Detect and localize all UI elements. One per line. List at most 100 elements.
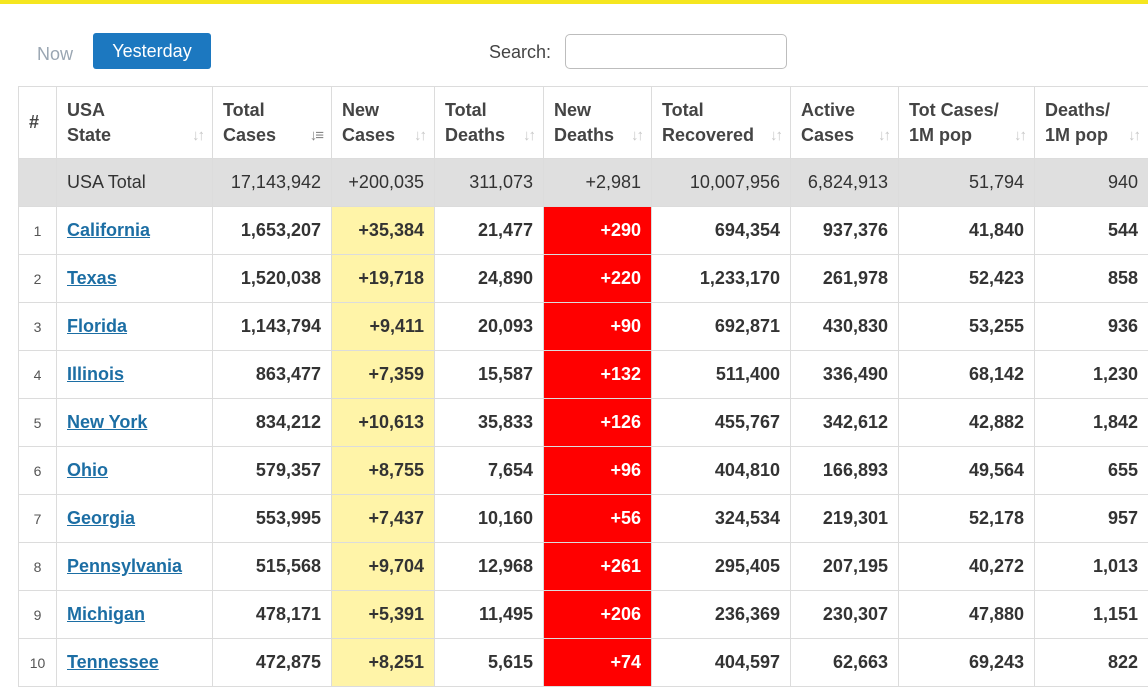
deaths-per-1m-cell: 957 <box>1034 494 1148 543</box>
sort-icon[interactable]: ↓↑ <box>878 127 891 144</box>
deaths-per-1m-cell: 655 <box>1034 446 1148 495</box>
deaths-per-1m-cell: 858 <box>1034 254 1148 303</box>
states-table: # USA State ↓↑ Total Cases ↓≡ New Cases ↓↑ Total De… <box>18 86 1148 687</box>
tab-now[interactable]: Now <box>36 44 73 64</box>
state-link[interactable]: Texas <box>67 268 117 288</box>
rank-cell: 6 <box>18 446 57 495</box>
column-header-label: 1M pop <box>1045 124 1108 145</box>
state-link[interactable]: Tennessee <box>67 652 159 672</box>
state-link[interactable]: Pennsylvania <box>67 556 183 576</box>
new-deaths-cell: +126 <box>543 398 652 447</box>
active-cases-cell: 219,301 <box>790 494 899 543</box>
new-deaths-cell: +90 <box>543 302 652 351</box>
cases-per-1m-cell: 53,255 <box>898 302 1035 351</box>
total-cases-cell: 472,875 <box>212 638 332 687</box>
rank-cell: 1 <box>18 206 57 255</box>
total-deaths-per-1m-cell: 940 <box>1034 158 1148 207</box>
search-input[interactable] <box>565 34 787 69</box>
total-recovered-cell: 1,233,170 <box>651 254 791 303</box>
column-header-label: Cases <box>801 124 855 145</box>
state-link[interactable]: California <box>67 220 151 240</box>
usa-total-row: USA Total 17,143,942 +200,035 311,073 +2… <box>18 158 1148 207</box>
header-row: # USA State ↓↑ Total Cases ↓≡ New Cases ↓↑ Total De… <box>18 86 1148 159</box>
column-header[interactable]: Total Cases ↓≡ <box>212 86 332 159</box>
column-header[interactable]: New Cases ↓↑ <box>331 86 435 159</box>
state-cell: Ohio <box>56 446 213 495</box>
table-row: 8 Pennsylvania 515,568 +9,704 12,968 +261 295,… <box>18 542 1148 591</box>
total-deaths-cell: 7,654 <box>434 446 544 495</box>
rank-cell: 3 <box>18 302 57 351</box>
sort-icon[interactable]: ↓↑ <box>1128 127 1141 144</box>
deaths-per-1m-cell: 1,151 <box>1034 590 1148 639</box>
sort-icon[interactable]: ↓↑ <box>523 127 536 144</box>
total-recovered-cell: 324,534 <box>651 494 791 543</box>
cases-per-1m-cell: 47,880 <box>898 590 1035 639</box>
total-deaths-cell: 35,833 <box>434 398 544 447</box>
new-deaths-cell: +74 <box>543 638 652 687</box>
active-cases-cell: 166,893 <box>790 446 899 495</box>
column-header[interactable]: Total Deaths ↓↑ <box>434 86 544 159</box>
total-total-deaths-cell: 311,073 <box>434 158 544 207</box>
column-header[interactable]: Total Recovered ↓↑ <box>651 86 791 159</box>
sort-icon[interactable]: ↓↑ <box>631 127 644 144</box>
table-row: 3 Florida 1,143,794 +9,411 20,093 +90 692,871 4… <box>18 302 1148 351</box>
total-recovered-cell: 455,767 <box>651 398 791 447</box>
column-header-label: # <box>29 112 40 132</box>
sort-desc-icon[interactable]: ↓≡ <box>309 127 324 144</box>
column-header[interactable]: Active Cases ↓↑ <box>790 86 899 159</box>
cases-per-1m-cell: 42,882 <box>898 398 1035 447</box>
new-cases-cell: +9,411 <box>331 302 435 351</box>
state-link[interactable]: New York <box>67 412 148 432</box>
rank-cell: 4 <box>18 350 57 399</box>
total-deaths-cell: 20,093 <box>434 302 544 351</box>
total-cases-cell: 553,995 <box>212 494 332 543</box>
state-cell: Pennsylvania <box>56 542 213 591</box>
sort-icon[interactable]: ↓↑ <box>414 127 427 144</box>
total-deaths-cell: 12,968 <box>434 542 544 591</box>
total-total-recovered-cell: 10,007,956 <box>651 158 791 207</box>
state-cell: Tennessee <box>56 638 213 687</box>
new-deaths-cell: +261 <box>543 542 652 591</box>
new-cases-cell: +5,391 <box>331 590 435 639</box>
deaths-per-1m-cell: 1,842 <box>1034 398 1148 447</box>
table-row: 2 Texas 1,520,038 +19,718 24,890 +220 1,233,17… <box>18 254 1148 303</box>
state-link[interactable]: Florida <box>67 316 128 336</box>
state-link[interactable]: Illinois <box>67 364 125 384</box>
total-new-deaths-cell: +2,981 <box>543 158 652 207</box>
column-header[interactable]: # <box>18 86 57 159</box>
state-link[interactable]: Michigan <box>67 604 146 624</box>
total-recovered-cell: 236,369 <box>651 590 791 639</box>
column-header-label: State <box>67 124 112 145</box>
state-link[interactable]: Ohio <box>67 460 108 480</box>
column-header[interactable]: USA State ↓↑ <box>56 86 213 159</box>
column-header[interactable]: Tot Cases/1M pop ↓↑ <box>898 86 1035 159</box>
sort-icon[interactable]: ↓↑ <box>770 127 783 144</box>
column-header[interactable]: New Deaths ↓↑ <box>543 86 652 159</box>
state-cell: New York <box>56 398 213 447</box>
deaths-per-1m-cell: 544 <box>1034 206 1148 255</box>
sort-icon[interactable]: ↓↑ <box>192 127 205 144</box>
state-cell: Michigan <box>56 590 213 639</box>
total-name-cell: USA Total <box>56 158 213 207</box>
toolbar: Now Yesterday Search: <box>0 4 1148 86</box>
total-deaths-cell: 10,160 <box>434 494 544 543</box>
column-header[interactable]: Deaths/1M pop ↓↑ <box>1034 86 1148 159</box>
total-deaths-cell: 15,587 <box>434 350 544 399</box>
column-header-label: Cases <box>342 124 396 145</box>
sort-icon[interactable]: ↓↑ <box>1014 127 1027 144</box>
active-cases-cell: 937,376 <box>790 206 899 255</box>
new-cases-cell: +8,755 <box>331 446 435 495</box>
cases-per-1m-cell: 52,178 <box>898 494 1035 543</box>
total-deaths-cell: 11,495 <box>434 590 544 639</box>
active-cases-cell: 430,830 <box>790 302 899 351</box>
tab-yesterday[interactable]: Yesterday <box>93 33 211 69</box>
rank-cell: 8 <box>18 542 57 591</box>
column-header-label: Deaths <box>554 124 615 145</box>
new-deaths-cell: +56 <box>543 494 652 543</box>
total-recovered-cell: 295,405 <box>651 542 791 591</box>
total-active-cases-cell: 6,824,913 <box>790 158 899 207</box>
column-header-label: Total <box>223 99 265 120</box>
active-cases-cell: 230,307 <box>790 590 899 639</box>
state-link[interactable]: Georgia <box>67 508 136 528</box>
deaths-per-1m-cell: 822 <box>1034 638 1148 687</box>
